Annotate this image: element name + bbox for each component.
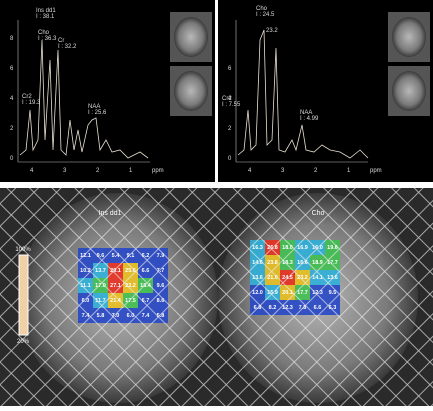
y-tick-label: 4 [10,96,14,102]
peak-intensity: I : 4.99 [300,116,319,122]
x-unit: ppm [370,168,382,174]
y-tick-label: 0 [228,156,232,162]
peak-name: Cr2 [222,96,232,102]
map-label: Cho [312,210,325,217]
peak-name: NAA [300,110,312,116]
peak-name: Cr [58,38,64,44]
peak-intensity: I : 24.5 [256,12,275,18]
y-tick-label: 2 [228,126,232,132]
peak-name: Ins dd1 [36,8,56,14]
x-tick-label: 2 [96,168,100,174]
thumbnails [170,12,430,116]
peak-intensity: I : 36.3 [38,36,57,42]
x-tick-label: 4 [30,168,34,174]
peak-name: Cho [38,30,50,36]
y-tick-label: 6 [228,66,232,72]
x-tick-label: 4 [248,168,252,174]
peak-intensity: I : 32.2 [58,44,77,50]
spectrum-axes [17,20,368,163]
colorbar [18,254,29,336]
y-tick-label: 6 [10,66,14,72]
y-tick-label: 4 [228,96,232,102]
peak-intensity: I : 7.55 [222,102,241,108]
x-unit: ppm [152,168,164,174]
y-tick-label: 2 [10,126,14,132]
peak-name: Cr2 [22,94,32,100]
grid-overlay [0,188,433,406]
map-label: Ins dd1 [99,210,122,217]
colorbar-bottom: 20% [17,339,30,345]
x-tick-label: 3 [63,168,67,174]
x-tick-label: 3 [281,168,285,174]
spectrum-line [237,29,369,159]
peak-name: NAA [88,104,100,110]
peak-intensity: I : 19.3 [22,100,41,106]
x-tick-label: 2 [314,168,318,174]
y-tick-label: 8 [10,36,14,42]
x-tick-label: 1 [129,168,133,174]
x-tick-label: 1 [347,168,351,174]
peak-intensity: 23.2 [266,28,278,34]
peak-intensity: I : 38.1 [36,14,55,20]
peak-name: Cho [256,6,268,12]
spectrum-line [19,39,149,159]
colorbar-top: 100% [15,247,31,253]
peak-intensity: I : 25.6 [88,110,107,116]
y-tick-label: 0 [10,156,14,162]
